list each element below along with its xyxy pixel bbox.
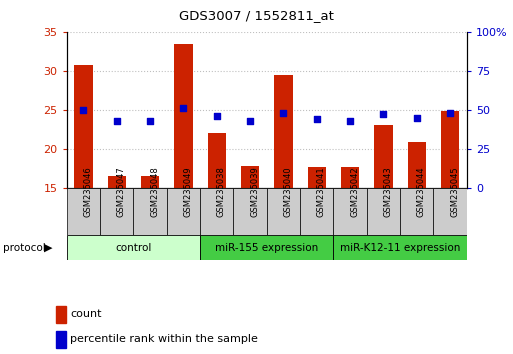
Bar bbox=[300, 188, 333, 235]
Bar bbox=[133, 188, 167, 235]
Point bbox=[146, 118, 154, 124]
Point bbox=[346, 118, 354, 124]
Text: GSM235044: GSM235044 bbox=[417, 166, 426, 217]
Bar bbox=[308, 167, 326, 188]
Point bbox=[112, 118, 121, 124]
Bar bbox=[441, 111, 459, 188]
Text: ▶: ▶ bbox=[44, 243, 52, 253]
Bar bbox=[74, 64, 92, 188]
Bar bbox=[200, 188, 233, 235]
Bar bbox=[367, 188, 400, 235]
Bar bbox=[108, 176, 126, 188]
Point bbox=[379, 112, 388, 117]
Bar bbox=[267, 188, 300, 235]
Text: control: control bbox=[115, 243, 151, 253]
Text: GSM235038: GSM235038 bbox=[216, 166, 226, 217]
Text: miR-K12-11 expression: miR-K12-11 expression bbox=[340, 243, 460, 253]
Text: GSM235047: GSM235047 bbox=[116, 166, 126, 217]
Text: GDS3007 / 1552811_at: GDS3007 / 1552811_at bbox=[179, 9, 334, 22]
Text: GSM235046: GSM235046 bbox=[83, 166, 92, 217]
Point bbox=[312, 116, 321, 122]
Text: miR-155 expression: miR-155 expression bbox=[215, 243, 319, 253]
Bar bbox=[333, 235, 467, 260]
Bar bbox=[208, 133, 226, 188]
Bar bbox=[408, 142, 426, 188]
Text: count: count bbox=[70, 309, 102, 319]
Point bbox=[246, 118, 254, 124]
Point bbox=[212, 113, 221, 119]
Bar bbox=[333, 188, 367, 235]
Bar bbox=[100, 188, 133, 235]
Point bbox=[79, 107, 87, 113]
Bar bbox=[341, 167, 359, 188]
Bar bbox=[67, 188, 100, 235]
Bar bbox=[167, 188, 200, 235]
Text: GSM235048: GSM235048 bbox=[150, 166, 159, 217]
Text: GSM235043: GSM235043 bbox=[384, 166, 392, 217]
Text: percentile rank within the sample: percentile rank within the sample bbox=[70, 334, 258, 344]
Point bbox=[179, 105, 187, 111]
Text: GSM235045: GSM235045 bbox=[450, 166, 459, 217]
Bar bbox=[141, 176, 159, 188]
Text: GSM235049: GSM235049 bbox=[183, 166, 192, 217]
Text: GSM235041: GSM235041 bbox=[317, 166, 326, 217]
Bar bbox=[241, 166, 259, 188]
Bar bbox=[233, 188, 267, 235]
Bar bbox=[56, 331, 66, 348]
Bar bbox=[200, 235, 333, 260]
Bar bbox=[67, 235, 200, 260]
Bar bbox=[433, 188, 467, 235]
Point bbox=[279, 110, 287, 116]
Bar bbox=[174, 44, 192, 188]
Text: GSM235042: GSM235042 bbox=[350, 166, 359, 217]
Bar bbox=[274, 75, 292, 188]
Point bbox=[412, 115, 421, 120]
Bar bbox=[374, 125, 392, 188]
Point bbox=[446, 110, 454, 116]
Bar bbox=[400, 188, 433, 235]
Text: GSM235039: GSM235039 bbox=[250, 166, 259, 217]
Text: protocol: protocol bbox=[3, 243, 45, 253]
Bar bbox=[56, 306, 66, 323]
Text: GSM235040: GSM235040 bbox=[283, 166, 292, 217]
